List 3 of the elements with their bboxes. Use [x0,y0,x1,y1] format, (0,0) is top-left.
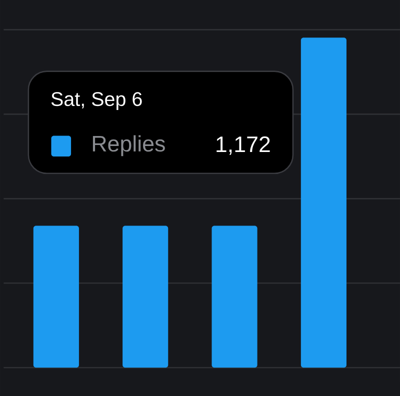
annotation: Sat, Sep 6 [51,92,142,110]
legend-label: Replies [92,135,165,156]
annotation: 1,172 [216,136,270,155]
